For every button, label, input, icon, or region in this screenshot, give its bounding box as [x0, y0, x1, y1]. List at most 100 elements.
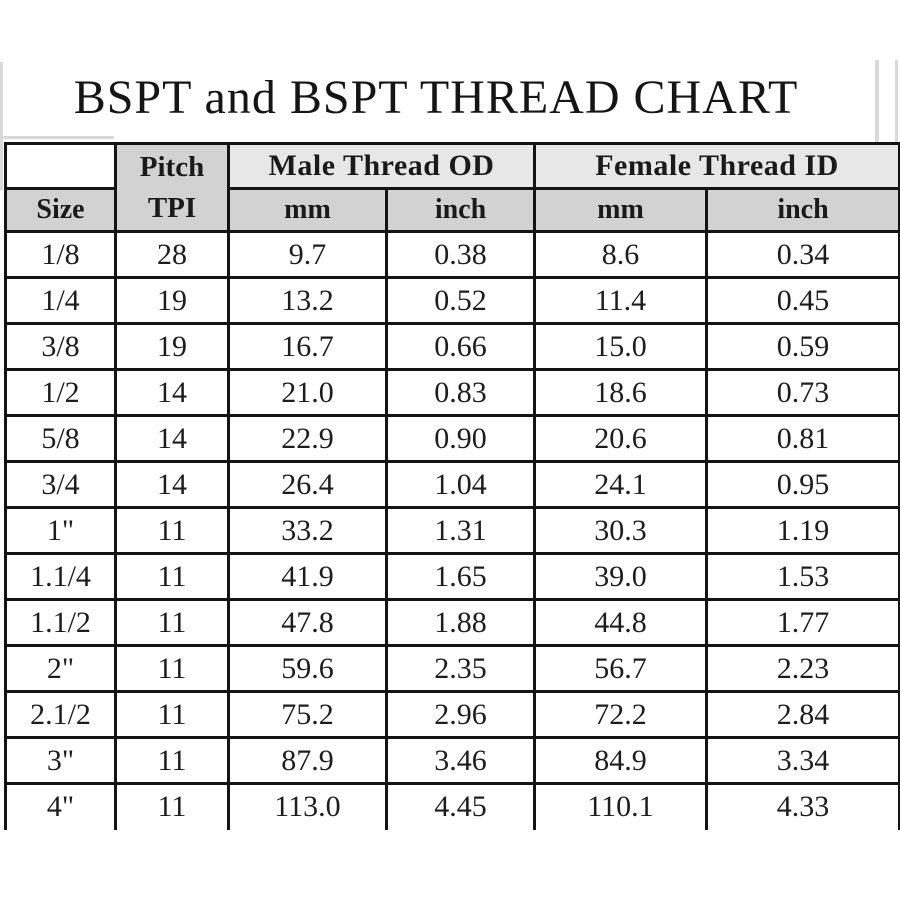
male-mm-cell: 113.0 — [227, 782, 388, 830]
size-cell: 1.1/4 — [4, 552, 117, 601]
tpi-cell: 11 — [114, 690, 230, 739]
female-mm-cell: 18.6 — [533, 368, 708, 417]
thread-chart-table: Pitch TPI Male Thread OD Female Thread I… — [4, 142, 900, 830]
table-row: 1" 11 33.2 1.31 30.3 1.19 — [4, 506, 900, 555]
size-header: Size — [4, 187, 117, 233]
male-inch-cell: 0.90 — [385, 414, 536, 463]
female-mm-header: mm — [533, 187, 708, 233]
female-mm-cell: 30.3 — [533, 506, 708, 555]
tpi-cell: 11 — [114, 644, 230, 693]
male-mm-cell: 13.2 — [227, 276, 388, 325]
size-cell: 1/4 — [4, 276, 117, 325]
table-row: 1/4 19 13.2 0.52 11.4 0.45 — [4, 276, 900, 325]
size-cell: 1" — [4, 506, 117, 555]
size-cell: 1.1/2 — [4, 598, 117, 647]
male-mm-cell: 21.0 — [227, 368, 388, 417]
male-thread-od-header: Male Thread OD — [227, 142, 536, 190]
female-inch-cell: 2.23 — [704, 644, 900, 693]
female-inch-cell: 0.45 — [704, 276, 900, 325]
male-inch-cell: 1.65 — [385, 552, 536, 601]
faint-grid-line-right-1 — [875, 60, 879, 144]
female-mm-cell: 44.8 — [533, 598, 708, 647]
male-inch-cell: 4.45 — [385, 782, 536, 830]
pitch-tpi-header: Pitch TPI — [114, 142, 230, 233]
tpi-cell: 11 — [114, 782, 230, 830]
pitch-header-line1: Pitch — [139, 150, 205, 183]
male-mm-cell: 22.9 — [227, 414, 388, 463]
table-row: 3/8 19 16.7 0.66 15.0 0.59 — [4, 322, 900, 371]
male-mm-cell: 87.9 — [227, 736, 388, 785]
female-mm-cell: 84.9 — [533, 736, 708, 785]
male-mm-cell: 59.6 — [227, 644, 388, 693]
tpi-cell: 11 — [114, 598, 230, 647]
female-inch-header: inch — [704, 187, 900, 233]
tpi-cell: 11 — [114, 736, 230, 785]
table-row: 5/8 14 22.9 0.90 20.6 0.81 — [4, 414, 900, 463]
female-inch-cell: 0.34 — [704, 230, 900, 279]
female-mm-cell: 11.4 — [533, 276, 708, 325]
tpi-cell: 19 — [114, 276, 230, 325]
male-inch-cell: 3.46 — [385, 736, 536, 785]
size-cell: 5/8 — [4, 414, 117, 463]
size-cell: 3/4 — [4, 460, 117, 509]
faint-grid-line-right-2 — [895, 60, 898, 144]
tpi-cell: 11 — [114, 506, 230, 555]
female-mm-cell: 72.2 — [533, 690, 708, 739]
table-row: 2" 11 59.6 2.35 56.7 2.23 — [4, 644, 900, 693]
female-inch-cell: 1.19 — [704, 506, 900, 555]
male-mm-cell: 75.2 — [227, 690, 388, 739]
male-mm-cell: 47.8 — [227, 598, 388, 647]
tpi-cell: 19 — [114, 322, 230, 371]
female-inch-cell: 0.81 — [704, 414, 900, 463]
tpi-cell: 11 — [114, 552, 230, 601]
size-cell: 3/8 — [4, 322, 117, 371]
female-mm-cell: 15.0 — [533, 322, 708, 371]
table-row: 1.1/4 11 41.9 1.65 39.0 1.53 — [4, 552, 900, 601]
table-row: 3/4 14 26.4 1.04 24.1 0.95 — [4, 460, 900, 509]
female-thread-id-header: Female Thread ID — [532, 142, 900, 190]
male-mm-cell: 9.7 — [227, 230, 388, 279]
male-inch-cell: 1.31 — [385, 506, 536, 555]
table-row: 2.1/2 11 75.2 2.96 72.2 2.84 — [4, 690, 900, 739]
male-mm-cell: 33.2 — [227, 506, 388, 555]
female-inch-cell: 1.53 — [704, 552, 900, 601]
table-row: 1.1/2 11 47.8 1.88 44.8 1.77 — [4, 598, 900, 647]
male-mm-cell: 26.4 — [227, 460, 388, 509]
male-mm-cell: 16.7 — [227, 322, 388, 371]
female-inch-cell: 0.59 — [704, 322, 900, 371]
female-mm-cell: 110.1 — [533, 782, 708, 830]
faint-grid-line-horizontal — [0, 136, 114, 139]
table-row: 1/8 28 9.7 0.38 8.6 0.34 — [4, 230, 900, 279]
male-inch-cell: 1.04 — [385, 460, 536, 509]
male-inch-cell: 2.96 — [385, 690, 536, 739]
female-mm-cell: 56.7 — [533, 644, 708, 693]
pitch-header-line2: TPI — [147, 191, 197, 224]
female-mm-cell: 8.6 — [533, 230, 708, 279]
male-inch-header: inch — [385, 187, 536, 233]
page-title: BSPT and BSPT THREAD CHART — [73, 71, 799, 124]
size-cell: 3" — [4, 736, 117, 785]
male-inch-cell: 0.66 — [385, 322, 536, 371]
table-row: 1/2 14 21.0 0.83 18.6 0.73 — [4, 368, 900, 417]
table-row: 3" 11 87.9 3.46 84.9 3.34 — [4, 736, 900, 785]
female-inch-cell: 0.73 — [704, 368, 900, 417]
male-inch-cell: 2.35 — [385, 644, 536, 693]
male-inch-cell: 0.52 — [385, 276, 536, 325]
female-mm-cell: 24.1 — [533, 460, 708, 509]
female-mm-cell: 39.0 — [533, 552, 708, 601]
female-inch-cell: 1.77 — [704, 598, 900, 647]
tpi-cell: 14 — [114, 368, 230, 417]
table-header: Pitch TPI Male Thread OD Female Thread I… — [4, 142, 900, 233]
faint-grid-line-left — [0, 62, 3, 190]
male-inch-cell: 1.88 — [385, 598, 536, 647]
size-cell: 2" — [4, 644, 117, 693]
thread-table-body: 1/8 28 9.7 0.38 8.6 0.34 1/4 19 13.2 0.5… — [4, 230, 900, 830]
size-cell: 2.1/2 — [4, 690, 117, 739]
male-inch-cell: 0.38 — [385, 230, 536, 279]
female-mm-cell: 20.6 — [533, 414, 708, 463]
male-inch-cell: 0.83 — [385, 368, 536, 417]
size-cell: 1/2 — [4, 368, 117, 417]
female-inch-cell: 4.33 — [704, 782, 900, 830]
female-inch-cell: 2.84 — [704, 690, 900, 739]
tpi-cell: 14 — [114, 414, 230, 463]
